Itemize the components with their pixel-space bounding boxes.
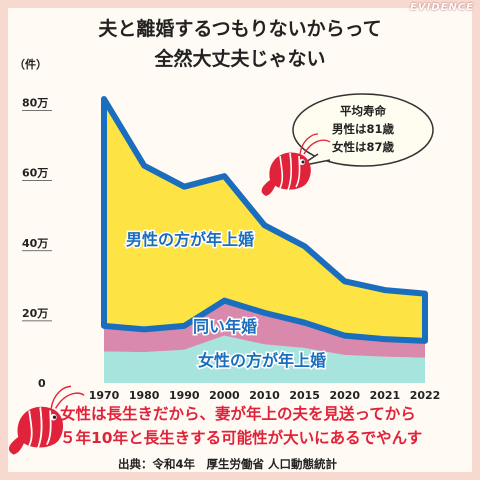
shrimp-pupil xyxy=(52,415,57,419)
bubble-line-2: 男性は81歳 xyxy=(332,122,395,136)
x-tick-label: 2022 xyxy=(410,389,441,402)
x-tick-label: 2021 xyxy=(370,389,401,402)
x-tick-label: 2015 xyxy=(289,389,320,402)
area-same-age xyxy=(104,300,425,358)
bubble-line-3: 女性は87歳 xyxy=(332,140,395,154)
title-line-1: 夫と離婚するつもりないからって xyxy=(98,18,382,40)
x-tick-label: 1970 xyxy=(89,389,120,402)
x-tick-label: 2000 xyxy=(209,389,240,402)
shrimp-antenna xyxy=(299,133,331,155)
shrimp-tail xyxy=(9,437,25,455)
x-tick-label: 2010 xyxy=(249,389,280,402)
x-tick-label: 1980 xyxy=(129,389,160,402)
older-husband-outline xyxy=(101,96,428,344)
shrimp-stripes xyxy=(28,407,52,449)
x-tick-label: 1990 xyxy=(169,389,200,402)
y-unit-label: （件） xyxy=(14,57,47,71)
y-tick-label: 0 xyxy=(38,377,46,390)
note-text: 女性は長生きだから、妻が年上の夫を見送ってから ５年10年と長生きする可能性が大… xyxy=(60,402,480,450)
note-line-2: ５年10年と長生きする可能性が大いにあるでやんす xyxy=(60,429,423,447)
series-label-older-husband: 男性の方が年上婚 xyxy=(126,230,254,249)
shrimp-mascot-icon xyxy=(9,385,85,455)
title-line-2: 全然大丈夫じゃない xyxy=(154,48,326,70)
speech-bubble xyxy=(292,93,434,167)
y-tick-label: 80万 xyxy=(22,97,48,110)
shrimp-mascot-icon xyxy=(261,133,331,196)
y-tick-label: 20万 xyxy=(22,307,48,320)
area-older-wife xyxy=(104,335,425,383)
y-tick-label: 60万 xyxy=(22,167,48,180)
shrimp-tail xyxy=(261,180,276,196)
series-label-older-wife: 女性の方が年上婚 xyxy=(198,351,326,370)
y-tick-label: 40万 xyxy=(22,237,48,250)
source-text: 出典：令和4年 厚生労働省 人口動態統計 xyxy=(118,457,338,471)
page-title: 夫と離婚するつもりないからって 全然大丈夫じゃない xyxy=(40,14,440,74)
note-line-1: 女性は長生きだから、妻が年上の夫を見送ってから xyxy=(60,405,416,423)
area-older-husband xyxy=(104,99,425,341)
shrimp-stripes xyxy=(279,152,301,191)
shrimp-antenna xyxy=(50,385,85,409)
series-label-same-age: 同い年婚 xyxy=(193,317,257,336)
watermark: EVIDENCE xyxy=(410,2,474,13)
shrimp-pupil xyxy=(301,160,305,164)
bubble-line-1: 平均寿命 xyxy=(340,104,386,118)
x-tick-label: 2020 xyxy=(329,389,360,402)
